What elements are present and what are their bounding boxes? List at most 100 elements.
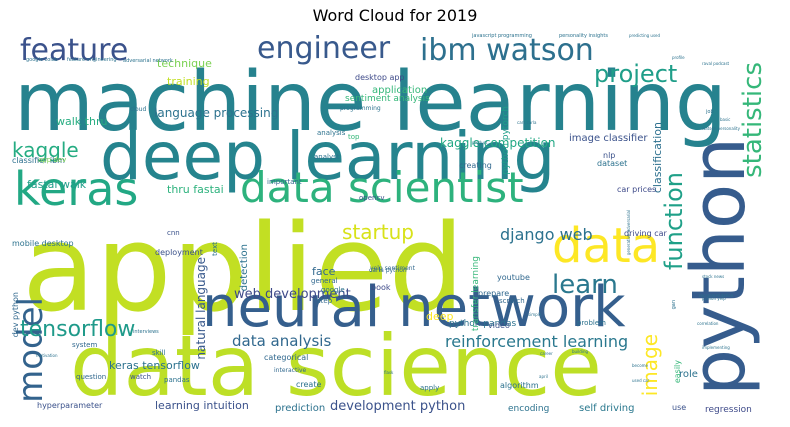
cloud-word: regression xyxy=(705,405,752,415)
cloud-word: cnn xyxy=(167,229,180,237)
cloud-word: engineer xyxy=(257,32,391,66)
cloud-word: google xyxy=(321,286,345,294)
cloud-word: mobile desktop xyxy=(12,239,74,248)
cloud-word: interactive xyxy=(274,367,307,374)
cloud-word: django web xyxy=(500,225,593,244)
cloud-word: python pandas xyxy=(449,319,517,329)
cloud-word: create xyxy=(296,380,322,389)
cloud-word: self driving xyxy=(579,403,635,414)
cloud-word: carla python xyxy=(369,267,407,274)
cloud-word: predicting used xyxy=(629,33,661,38)
cloud-word: generative adversarial xyxy=(626,210,631,256)
cloud-word: thru fastai xyxy=(167,183,224,196)
cloud-word: categorical xyxy=(264,353,309,362)
cloud-word: deployment xyxy=(155,248,203,257)
word-cloud: applied machine learning data science deep … xyxy=(12,32,780,416)
cloud-word: web development xyxy=(234,287,351,302)
cloud-word: fastai walk xyxy=(27,178,87,191)
cloud-word: interviews xyxy=(133,329,159,335)
cloud-word: keras tensorflow xyxy=(109,359,200,372)
cloud-word: analyst xyxy=(314,153,340,161)
cloud-word: algorithm xyxy=(500,381,539,390)
cloud-word: feature xyxy=(20,33,129,68)
cloud-word: video xyxy=(488,321,510,330)
cloud-word: data scientist xyxy=(240,163,524,212)
cloud-word: opencv xyxy=(359,194,385,202)
cloud-word: reinforcement learning xyxy=(445,332,629,351)
cloud-word: dataset xyxy=(597,159,628,168)
cloud-word: simple xyxy=(528,312,542,317)
cloud-word: prediction xyxy=(275,403,326,414)
cloud-word: hyperparameter xyxy=(37,401,103,410)
cloud-word: classifier ibm xyxy=(12,156,65,165)
cloud-word: applied xyxy=(22,200,465,339)
cloud-word: feature engineering xyxy=(67,57,117,63)
cloud-word: raval podcast xyxy=(702,61,730,66)
cloud-word: problem xyxy=(577,319,606,327)
cloud-word: deep xyxy=(426,310,454,323)
cloud-word: sentiment analysis xyxy=(345,94,430,104)
cloud-word: image classifier xyxy=(569,133,648,144)
cloud-word: watch xyxy=(130,373,152,381)
cloud-word: book xyxy=(371,283,391,292)
cloud-word: kaggle competition xyxy=(440,136,556,150)
cloud-word: statistics xyxy=(738,62,768,178)
cloud-word: startup xyxy=(342,220,414,244)
cloud-word: adversarial network xyxy=(123,58,173,64)
cloud-word: development python xyxy=(330,399,466,414)
cloud-word: motivation xyxy=(36,353,58,358)
cloud-word: learn xyxy=(552,270,618,300)
cloud-word: system xyxy=(72,341,98,349)
cloud-word: cloud xyxy=(130,106,147,113)
cloud-word: stock news xyxy=(702,274,725,279)
cloud-word: ibm watson xyxy=(420,33,594,68)
cloud-word: python pytorch xyxy=(501,106,511,175)
cloud-word: pandas xyxy=(164,376,190,384)
cloud-word: recommendation xyxy=(699,293,734,298)
cloud-word: creating xyxy=(459,161,492,170)
cloud-word: technique xyxy=(157,57,212,70)
cloud-word: face xyxy=(312,265,336,278)
cloud-word: skill xyxy=(152,349,166,357)
cloud-word: classification xyxy=(651,122,664,194)
cloud-word: general xyxy=(311,277,338,285)
cloud-word: data analysis xyxy=(232,332,332,350)
cloud-word: use xyxy=(672,403,687,412)
cloud-word: app dev xyxy=(38,156,67,164)
cloud-word: yelp sentiment xyxy=(370,265,415,272)
cloud-word: tensorflow xyxy=(20,317,136,342)
cloud-word: javascript programming xyxy=(472,33,532,39)
cloud-word: watson personality xyxy=(702,126,740,131)
cloud-word: implementing xyxy=(702,345,730,350)
cloud-word: car prices xyxy=(617,185,657,194)
cloud-word: question xyxy=(76,373,107,381)
cloud-word: gan xyxy=(671,300,677,310)
cloud-word: flask xyxy=(384,370,394,375)
cloud-word: top xyxy=(348,133,360,141)
cloud-word: building xyxy=(572,349,589,354)
cloud-word: deep learning xyxy=(100,118,556,195)
chart-title: Word Cloud for 2019 xyxy=(312,6,478,25)
cloud-word: analysis xyxy=(317,129,346,137)
cloud-word: keras xyxy=(14,162,139,216)
cloud-word: easily xyxy=(673,360,682,384)
cloud-word: prepare xyxy=(478,289,510,298)
cloud-word: encoding xyxy=(508,404,550,414)
cloud-word: programming xyxy=(340,105,381,112)
cloud-word: python yelp xyxy=(702,296,726,301)
cloud-word: role xyxy=(679,369,698,380)
cloud-word: nlp xyxy=(603,151,616,160)
cloud-word: used car xyxy=(632,378,650,383)
cloud-word: career xyxy=(540,351,553,356)
cloud-word: learning intuition xyxy=(155,399,249,412)
cloud-word: kaggle xyxy=(12,138,79,162)
cloud-word: become xyxy=(632,363,649,368)
cloud-word: apply xyxy=(420,384,440,392)
cloud-word: text xyxy=(211,242,219,256)
cloud-word: walk thru xyxy=(56,115,108,128)
cloud-word: cars carla xyxy=(517,120,537,125)
cloud-word: personality insights xyxy=(559,33,608,39)
cloud-word: data science xyxy=(70,317,602,415)
cloud-word: job xyxy=(706,109,714,115)
cloud-word: project xyxy=(594,60,678,88)
